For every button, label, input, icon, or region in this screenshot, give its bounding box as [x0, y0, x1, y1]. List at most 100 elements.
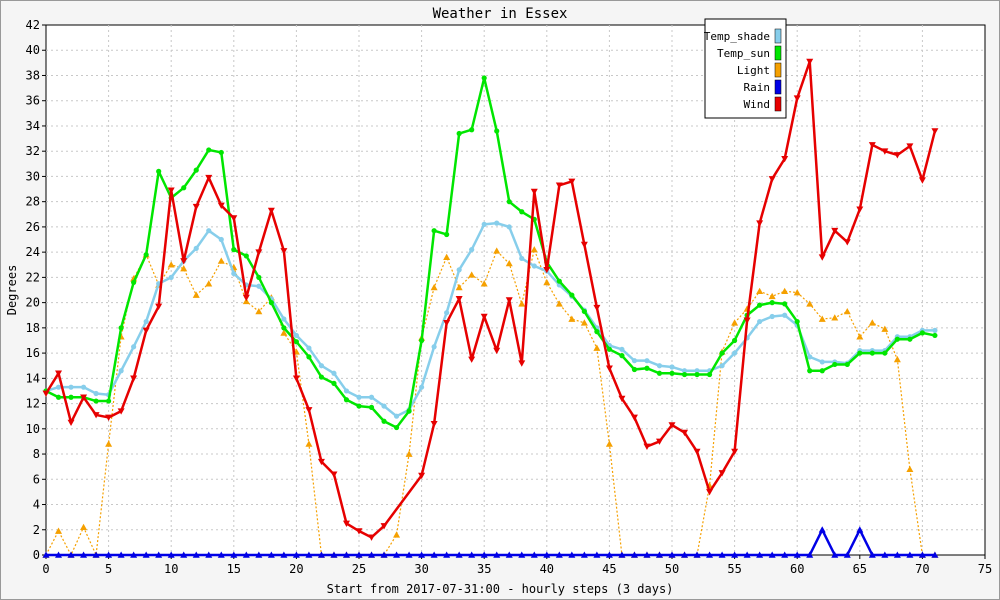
data-point-wind [831, 227, 839, 235]
data-point-temp-sun [656, 370, 663, 376]
data-point-temp-sun [406, 408, 412, 414]
data-point-temp-shade [481, 221, 487, 227]
data-point-rain [655, 551, 663, 558]
data-point-light [868, 319, 876, 326]
x-tick-label: 45 [602, 562, 616, 576]
data-point-temp-shade [631, 358, 638, 364]
data-point-temp-sun [694, 371, 700, 378]
data-point-temp-shade [419, 384, 425, 390]
data-point-temp-sun [118, 325, 124, 331]
data-point-rain [931, 551, 939, 558]
data-point-rain [418, 551, 426, 558]
data-point-light [731, 319, 739, 326]
data-point-light [167, 261, 175, 268]
data-point-wind [355, 528, 363, 535]
data-point-wind [706, 489, 714, 496]
data-point-rain [117, 551, 125, 558]
data-point-wind [430, 420, 438, 428]
data-point-temp-sun [832, 361, 838, 368]
data-point-light [180, 265, 188, 272]
legend-label: Temp_shade [704, 30, 770, 43]
data-point-temp-shade [456, 267, 462, 273]
data-point-rain [330, 551, 338, 558]
y-tick-label: 28 [26, 195, 40, 209]
data-point-temp-sun [318, 374, 325, 380]
data-point-temp-shade [68, 384, 74, 390]
data-point-rain [906, 551, 914, 558]
series-temp-sun [43, 75, 938, 431]
data-point-rain [718, 551, 726, 558]
data-point-rain [205, 551, 213, 558]
legend: Temp_shade Temp_sun Light Rain Wind [704, 18, 787, 119]
legend-label: Temp_sun [717, 47, 770, 60]
data-point-light [443, 253, 451, 260]
data-point-rain [781, 551, 789, 558]
data-point-rain [731, 551, 739, 558]
data-point-rain [555, 551, 563, 558]
data-point-light [405, 450, 413, 457]
data-point-wind [868, 142, 876, 149]
data-point-wind [167, 187, 175, 194]
data-point-rain [918, 551, 926, 558]
data-point-temp-shade [506, 224, 512, 230]
data-point-temp-sun [844, 361, 850, 368]
data-point-temp-sun [293, 339, 299, 345]
data-point-temp-sun [331, 380, 337, 386]
data-point-light [806, 300, 814, 307]
data-point-rain [518, 551, 526, 558]
legend-label: Rain [744, 81, 771, 94]
data-point-rain [342, 551, 350, 558]
series-line-temp-shade [45, 221, 935, 418]
data-point-wind [843, 239, 851, 246]
data-point-temp-sun [506, 199, 512, 205]
data-point-wind [305, 407, 313, 414]
data-point-temp-shade [669, 364, 675, 370]
data-point-temp-sun [231, 247, 237, 253]
data-point-light [605, 440, 613, 447]
data-point-rain [568, 551, 576, 558]
x-tick-label: 5 [105, 562, 112, 576]
data-point-temp-sun [306, 354, 312, 360]
data-point-temp-shade [694, 368, 700, 374]
legend-label: Light [737, 64, 770, 77]
data-point-temp-sun [757, 302, 763, 308]
data-point-temp-shade [494, 220, 500, 226]
data-point-temp-shade [782, 312, 788, 318]
data-point-temp-shade [131, 344, 137, 350]
data-point-wind [543, 267, 551, 274]
data-point-light [906, 465, 914, 472]
data-point-temp-shade [293, 332, 299, 339]
y-tick-label: 16 [26, 346, 40, 360]
data-point-temp-sun [481, 75, 487, 81]
data-point-temp-sun [256, 274, 262, 280]
data-point-temp-shade [732, 350, 738, 356]
data-point-rain [167, 551, 175, 558]
data-point-wind [818, 254, 826, 261]
y-tick-label: 18 [26, 321, 40, 335]
data-point-wind [55, 370, 63, 377]
x-tick-label: 50 [665, 562, 679, 576]
data-point-temp-sun [769, 300, 775, 306]
data-point-wind [280, 248, 288, 255]
y-tick-label: 6 [33, 472, 40, 486]
x-tick-label: 25 [352, 562, 366, 576]
data-point-wind [906, 143, 914, 150]
data-point-light [768, 292, 776, 300]
y-tick-label: 22 [26, 270, 40, 284]
data-point-temp-sun [156, 168, 162, 174]
data-point-temp-shade [656, 363, 663, 369]
data-point-light [493, 247, 501, 254]
data-point-wind [330, 471, 338, 478]
x-tick-label: 60 [790, 562, 804, 576]
data-point-rain [618, 551, 626, 558]
data-point-wind [756, 220, 764, 227]
y-tick-label: 30 [26, 169, 40, 183]
series-line-temp-sun [45, 76, 936, 429]
data-point-wind [418, 472, 426, 479]
data-point-wind [117, 408, 125, 415]
data-point-temp-shade [368, 394, 375, 400]
plot-area [45, 24, 986, 556]
data-point-rain [317, 551, 325, 558]
data-point-rain [405, 551, 413, 558]
y-tick-label: 0 [33, 548, 40, 562]
